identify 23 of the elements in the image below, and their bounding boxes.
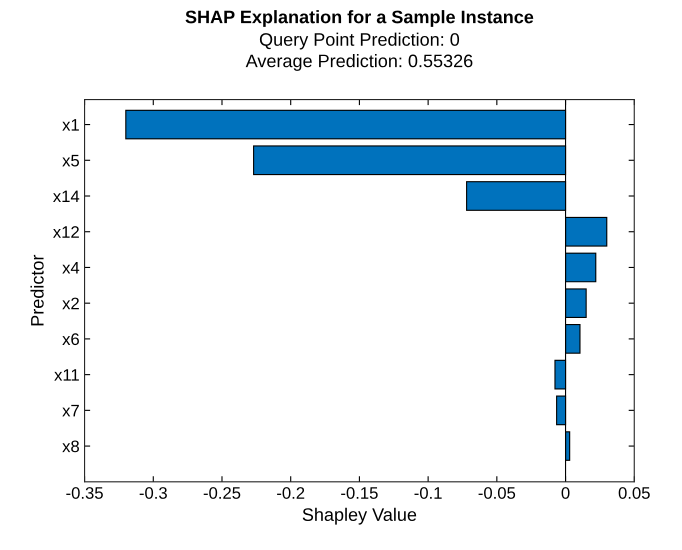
y-tick-label: x5 (62, 154, 80, 166)
y-tick-label: x12 (53, 226, 79, 238)
y-tick-label: x1 (62, 119, 79, 131)
y-tick-label: x14 (53, 190, 80, 202)
y-tick-label: x8 (62, 440, 79, 452)
y-tick-label: x4 (62, 262, 80, 274)
x-axis-title: Shapley Value (302, 508, 416, 525)
chart-title: SHAP Explanation for a Sample Instance (186, 10, 534, 27)
y-tick-label: x6 (62, 333, 79, 346)
x-tick-label: -0.1 (414, 487, 442, 499)
y-tick-label: x11 (54, 369, 79, 381)
x-tick-label: -0.25 (204, 487, 240, 499)
x-tick-label: -0.3 (140, 487, 167, 499)
x-tick-label: -0.15 (341, 487, 378, 499)
chart-subtitle: Query Point Prediction: 0 Average Prediction: 0.55326 (246, 32, 472, 71)
x-tick-label: -0.2 (277, 487, 304, 499)
x-tick-label: -0.35 (66, 487, 103, 499)
y-axis-title: Predictor (30, 254, 44, 326)
x-tick-label: 0 (562, 487, 570, 499)
y-tick-label: x7 (62, 404, 79, 416)
x-tick-label: -0.05 (478, 487, 516, 499)
x-tick-label: 0.05 (618, 487, 650, 499)
y-tick-label: x2 (62, 298, 79, 310)
